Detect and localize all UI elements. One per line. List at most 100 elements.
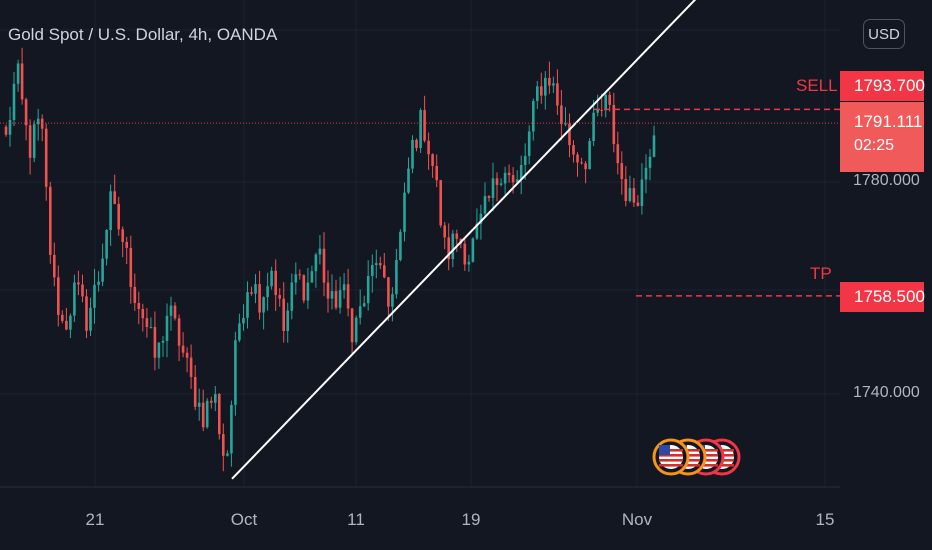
candle-body <box>532 101 535 132</box>
candle-body <box>447 237 450 260</box>
candle-body <box>149 326 153 328</box>
candle-body <box>596 109 599 113</box>
candle-body <box>306 282 310 301</box>
candle-body <box>580 162 583 164</box>
candle-body <box>238 323 241 341</box>
candle-body <box>431 154 434 166</box>
y-tick-label: 1780.000 <box>853 172 920 189</box>
candle-body <box>250 292 253 294</box>
candle-body <box>157 342 161 358</box>
candle-body <box>189 357 193 377</box>
candle-body <box>354 317 358 343</box>
candle-body <box>487 196 491 198</box>
tp-label: TP <box>810 264 832 283</box>
candle-body <box>346 284 350 309</box>
candle-body <box>338 290 342 308</box>
candle-body <box>371 265 374 276</box>
candle-body <box>205 400 209 428</box>
candle-body <box>270 270 273 287</box>
candle-body <box>32 124 36 158</box>
candle-body <box>395 260 398 295</box>
sell-price-badge: 1793.700 <box>840 71 925 101</box>
candle-body <box>24 99 28 126</box>
candle-body <box>117 203 120 230</box>
candle-body <box>491 178 495 198</box>
candle-body <box>129 247 133 287</box>
candle-body <box>318 248 322 255</box>
candle-body <box>640 179 644 206</box>
chart-overlays <box>0 0 840 480</box>
candle-body <box>262 297 265 313</box>
candle-body <box>399 231 402 260</box>
tp-price-badge: 1758.500 <box>840 282 925 312</box>
candle-body <box>201 402 205 428</box>
flag-stripe <box>659 464 683 467</box>
candle-body <box>282 298 285 331</box>
candle-body <box>467 261 471 265</box>
candle-body <box>540 86 543 96</box>
candle-body <box>165 315 169 341</box>
economic-events[interactable] <box>652 438 741 476</box>
sell-label: SELL <box>796 76 838 95</box>
x-tick-label: 21 <box>85 510 105 529</box>
candle-body <box>57 277 60 315</box>
candle-body <box>483 196 487 214</box>
candle-body <box>511 175 515 183</box>
candle-body <box>632 188 636 203</box>
x-tick-label: 15 <box>815 510 835 529</box>
candle-body <box>362 303 366 307</box>
flag-stripe <box>694 464 718 467</box>
candle-body <box>8 120 12 135</box>
flag-stripe <box>659 449 683 452</box>
candle-body <box>278 295 281 299</box>
candle-body <box>503 172 507 184</box>
candle-body <box>427 140 430 155</box>
candle-body <box>145 318 149 327</box>
candle-body <box>375 263 378 265</box>
candle-body <box>652 135 656 157</box>
candle-body <box>69 315 72 330</box>
candle-body <box>77 282 80 285</box>
candle-body <box>290 282 294 311</box>
candle-body <box>12 83 16 120</box>
candle-body <box>81 284 84 297</box>
us-flag-event-icon[interactable] <box>652 438 690 476</box>
candle-body <box>507 172 511 176</box>
chart-grid <box>0 0 840 487</box>
candle-body <box>302 275 306 301</box>
x-tick-label: Nov <box>621 510 653 529</box>
candle-body <box>105 230 108 259</box>
candle-body <box>435 166 438 181</box>
candle-body <box>519 165 523 180</box>
candle-body <box>568 123 571 146</box>
x-tick-label: 19 <box>461 510 481 529</box>
candlestick-series <box>4 47 656 472</box>
candle-body <box>133 286 137 303</box>
candle-body <box>109 191 112 230</box>
candle-body <box>258 284 261 313</box>
candle-body <box>616 144 620 164</box>
candle-body <box>28 125 32 158</box>
candle-body <box>544 77 547 96</box>
candle-body <box>471 238 475 262</box>
currency-button[interactable]: USD <box>863 19 905 49</box>
candle-body <box>342 284 346 291</box>
candle-body <box>40 118 44 129</box>
candle-body <box>499 183 503 185</box>
candle-body <box>411 139 414 169</box>
candle-body <box>572 145 575 155</box>
candle-body <box>125 241 128 248</box>
candle-body <box>588 141 591 170</box>
candle-body <box>97 281 100 285</box>
candle-body <box>161 341 165 343</box>
candle-body <box>383 265 386 278</box>
candle-body <box>254 284 257 294</box>
candle-body <box>560 105 563 125</box>
candle-body <box>141 309 145 319</box>
candle-body <box>294 274 298 283</box>
candle-body <box>604 94 607 111</box>
candle-body <box>121 229 124 242</box>
candle-body <box>358 306 362 318</box>
candle-body <box>628 188 632 201</box>
